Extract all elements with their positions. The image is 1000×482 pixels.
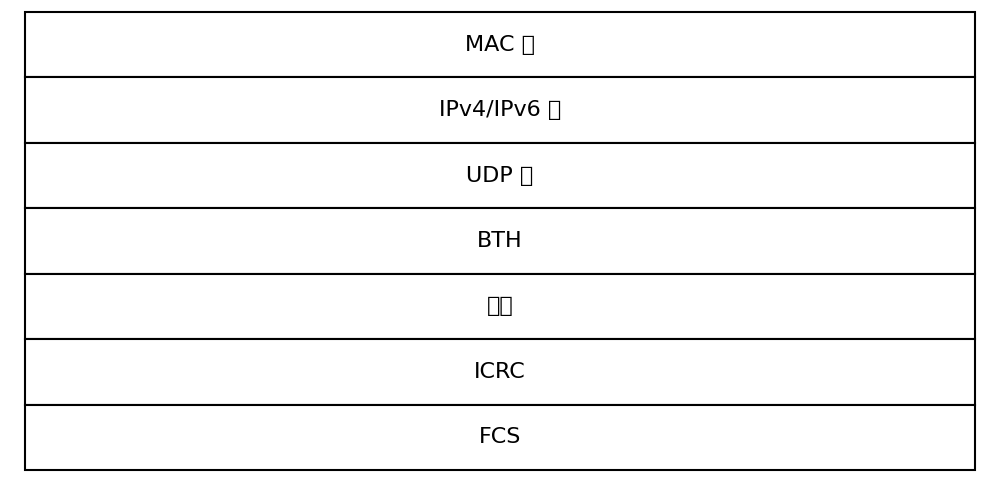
Bar [25,143,975,208]
Bar [25,78,975,143]
Bar [25,339,975,404]
Text: ICRC: ICRC [474,362,526,382]
Bar [25,274,975,339]
Text: UDP 头: UDP 头 [466,166,534,186]
Text: IPv4/IPv6 头: IPv4/IPv6 头 [439,100,561,120]
Bar [25,12,975,78]
Bar [25,404,975,470]
Text: MAC 头: MAC 头 [465,35,535,55]
Bar [25,208,975,274]
Text: BTH: BTH [477,231,523,251]
Text: 保留: 保留 [487,296,513,316]
Text: FCS: FCS [479,427,521,447]
